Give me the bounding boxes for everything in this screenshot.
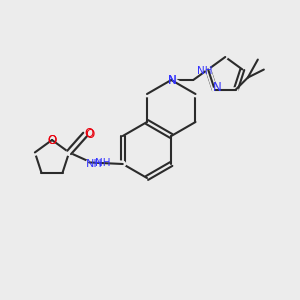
Text: N: N [168,74,177,88]
Text: NH: NH [86,159,103,170]
Text: O: O [85,127,94,140]
Text: N: N [168,74,177,88]
Text: O: O [47,134,57,146]
Text: O: O [85,128,95,141]
Text: NH: NH [95,158,111,168]
Text: N: N [213,81,222,94]
Text: O: O [47,134,57,146]
Text: NH: NH [197,66,213,76]
